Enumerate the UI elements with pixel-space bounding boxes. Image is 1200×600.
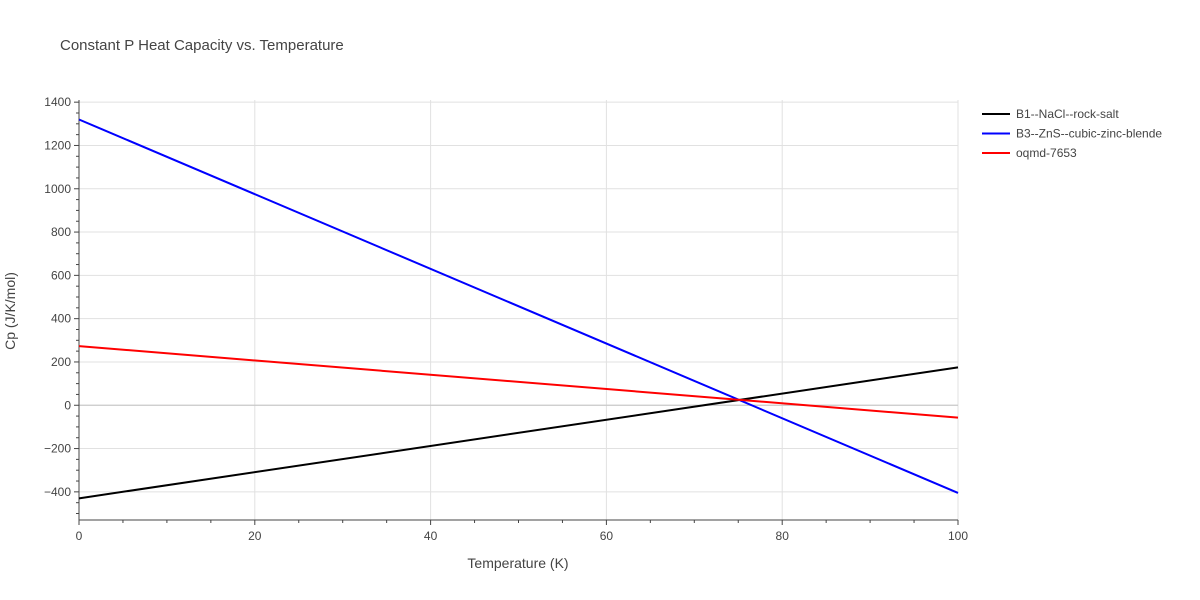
legend-label-1[interactable]: B3--ZnS--cubic-zinc-blende [1016, 127, 1162, 141]
y-tick-label: 1400 [44, 95, 71, 109]
legend-label-2[interactable]: oqmd-7653 [1016, 146, 1077, 160]
y-tick-label: 0 [64, 398, 71, 412]
x-tick-label: 40 [424, 529, 438, 543]
y-tick-label: −400 [44, 485, 71, 499]
x-tick-label: 0 [76, 529, 83, 543]
x-axis-label: Temperature (K) [467, 555, 568, 571]
series-line-0 [78, 366, 959, 500]
x-tick-label: 100 [948, 529, 968, 543]
legend-label-0[interactable]: B1--NaCl--rock-salt [1016, 107, 1119, 121]
y-tick-label: −200 [44, 442, 71, 456]
y-tick-label: 600 [51, 268, 71, 282]
y-axis-label: Cp (J/K/mol) [2, 272, 18, 350]
x-tick-label: 20 [248, 529, 262, 543]
series-line-2 [78, 345, 959, 419]
axis-layer: 0 20 40 60 80 100 −400 −200 0 200 400 600 800 1000 120… [44, 95, 968, 543]
legend: B1--NaCl--rock-salt B3--ZnS--cubic-zinc-b… [982, 107, 1162, 160]
series-line-1 [78, 118, 959, 494]
series-layer [78, 118, 959, 500]
y-tick-label: 200 [51, 355, 71, 369]
grid-layer [79, 100, 959, 520]
x-tick-label: 80 [776, 529, 790, 543]
x-tick-label: 60 [600, 529, 614, 543]
y-tick-label: 1200 [44, 138, 71, 152]
y-tick-label: 400 [51, 312, 71, 326]
y-tick-label: 1000 [44, 182, 71, 196]
y-tick-label: 800 [51, 225, 71, 239]
chart-title: Constant P Heat Capacity vs. Temperature [60, 37, 344, 54]
